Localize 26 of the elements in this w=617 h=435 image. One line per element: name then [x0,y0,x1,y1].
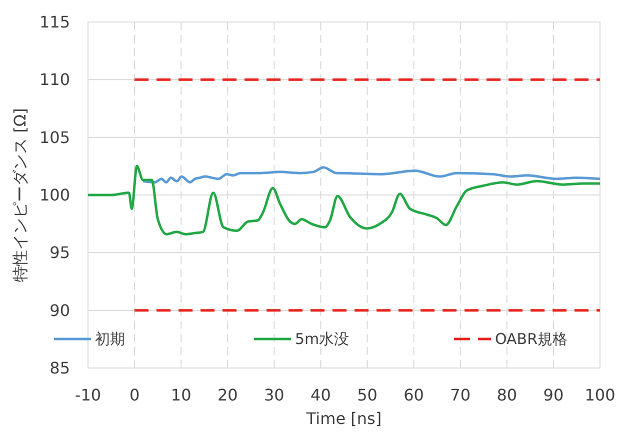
x-tick-label: 0 [129,386,140,404]
x-tick-label: 60 [404,386,424,404]
y-tick-label: 100 [39,186,70,204]
y-axis-title: 特性インピーダンス [Ω] [10,108,30,282]
x-tick-label: 90 [543,386,564,404]
x-tick-label: 100 [584,386,616,404]
y-tick-label: 95 [50,243,70,262]
y-tick-label: 90 [50,300,70,320]
y-tick-label: 115 [39,12,70,32]
x-tick-label: 40 [310,386,331,404]
x-tick-label: 80 [496,386,518,404]
x-tick-label: 70 [450,386,471,404]
x-tick-label: 50 [357,386,378,404]
line-series [86,164,602,236]
legend-label: 初期 [95,330,125,348]
x-tick-label: 10 [170,386,192,404]
x-axis-title: Time [ns] [305,409,382,428]
x-tick-label: -10 [74,386,102,404]
x-tick-label: 30 [264,386,284,404]
x-tick-label: 20 [217,386,238,404]
y-tick-label: 105 [39,128,70,147]
legend-label: OABR規格 [495,330,568,348]
line-series [142,166,602,184]
y-tick-label: 85 [50,358,70,378]
legend-label: 5m水没 [295,330,350,348]
y-tick-label: 110 [39,70,70,90]
